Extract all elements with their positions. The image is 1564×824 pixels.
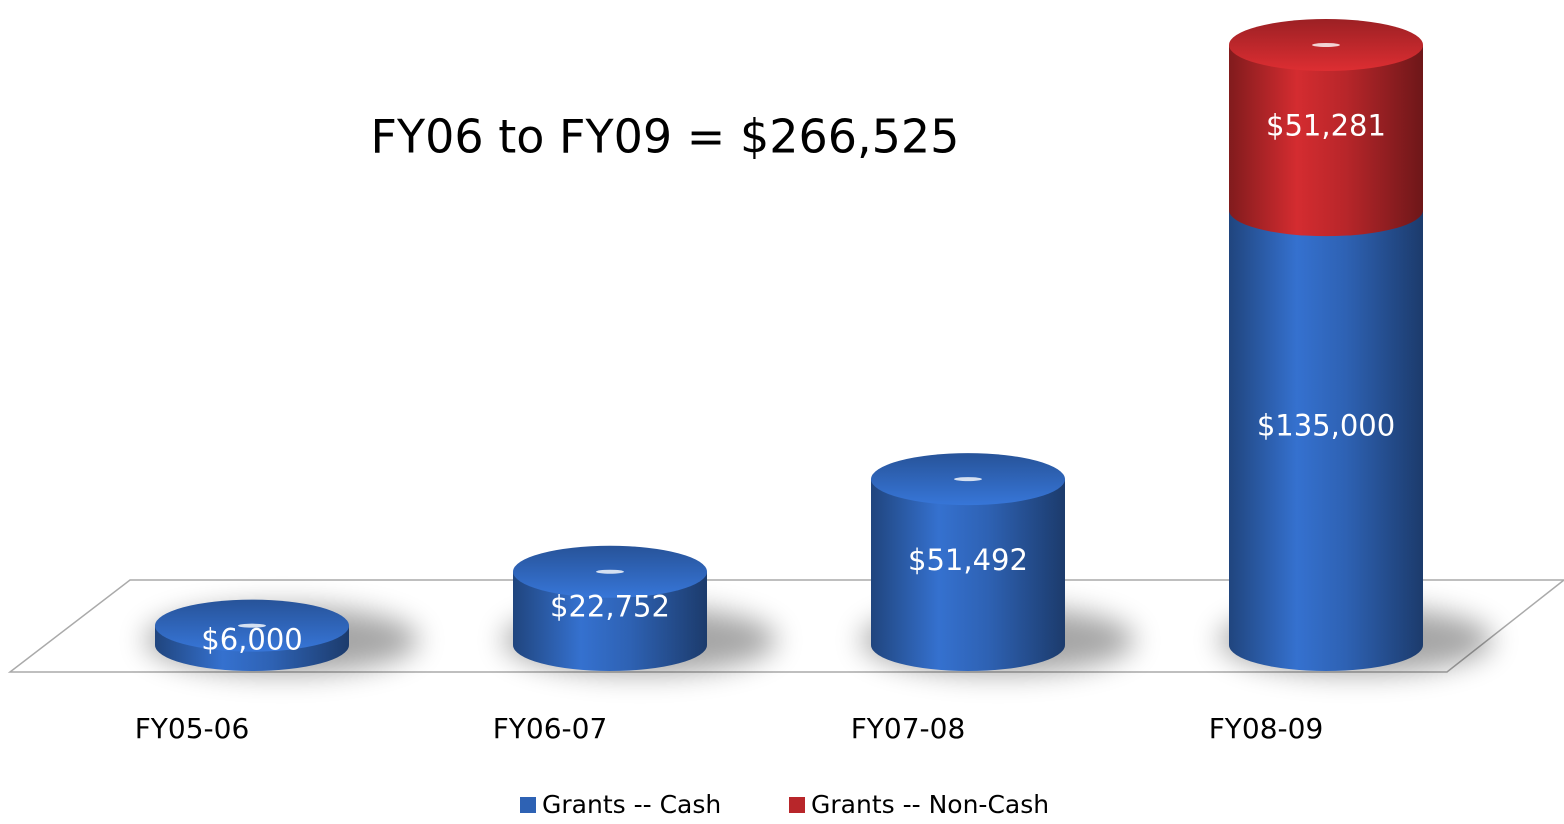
legend-swatch — [789, 797, 805, 813]
legend-label: Grants -- Cash — [542, 790, 721, 819]
annotation: FY06 to FY09 = $266,525 — [371, 110, 960, 164]
value-label: $51,492 — [908, 543, 1028, 577]
bar-highlight — [954, 477, 982, 482]
value-label: $51,281 — [1266, 109, 1386, 143]
bar — [871, 479, 1065, 671]
bar-highlight — [238, 623, 266, 628]
bar — [1229, 210, 1423, 672]
x-tick-label: FY08-09 — [1209, 712, 1324, 745]
bar — [1229, 45, 1423, 237]
value-label: $22,752 — [550, 589, 670, 623]
legend-swatch — [520, 797, 536, 813]
bar — [513, 571, 707, 671]
bar-highlight — [596, 569, 624, 574]
bar-highlight — [1312, 43, 1340, 47]
x-tick-label: FY05-06 — [135, 712, 250, 745]
value-label: $6,000 — [201, 622, 302, 656]
legend-label: Grants -- Non-Cash — [811, 790, 1049, 819]
value-label: $135,000 — [1257, 409, 1395, 443]
x-tick-label: FY07-08 — [851, 712, 966, 745]
x-tick-label: FY06-07 — [493, 712, 608, 745]
